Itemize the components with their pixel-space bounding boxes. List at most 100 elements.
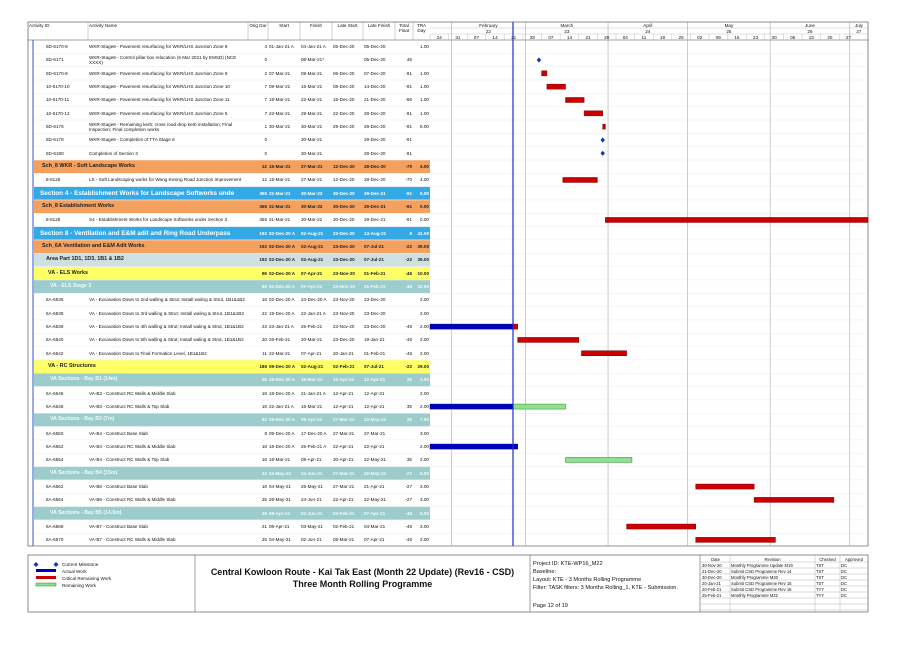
cell-id: 6A-6546 (46, 390, 64, 396)
summary-row-band (34, 200, 430, 213)
revision-header: Date (711, 556, 720, 562)
cell-dur: 192 (259, 244, 267, 250)
project-info: Filter: TASK filters: 3 Months Rolling_1… (533, 585, 678, 591)
summary-row-band (34, 240, 430, 253)
cell-id: 6A-6562 (46, 484, 64, 490)
cell-dur: 11 (262, 350, 267, 356)
project-info: Project ID: KTE-WP16_M22 (533, 561, 603, 567)
column-header: Total Float (398, 23, 410, 33)
project-info: Baseline: (533, 569, 557, 575)
cell-float: -46 (405, 524, 412, 530)
cell-float: -22 (405, 364, 412, 370)
cell-dur: 23 (261, 324, 267, 330)
activity-name: WKR-Stage6 - Remaining kerb; cross road … (89, 121, 233, 132)
cell-finish: 02-Aug-21 (301, 244, 324, 250)
cell-dur: 96 (261, 270, 267, 276)
cell-float: -86 (405, 97, 412, 103)
cell-late-finish: 29-Dec-20 (364, 150, 386, 156)
cell-late-finish: 01-Feb-21 (364, 284, 386, 290)
revision-cell: TYY (816, 592, 825, 598)
column-header: Finish (309, 23, 323, 28)
cell-start: 04-May-21 (269, 470, 292, 476)
cell-tra: 4.00 (420, 377, 429, 383)
activity-name: VA Sections - Bay B3 (7m) (50, 416, 115, 423)
critical-bar (605, 217, 869, 223)
cell-late-start: 22-Dec-20 (333, 110, 355, 116)
cell-start: 23-Jan-21 A (269, 324, 294, 330)
activity-name: VA-B3 - Construct RC Walls & Top Slab (89, 404, 170, 410)
cell-finish: 30-Mar-21 (301, 137, 323, 143)
revision-cell: Monthly Programme Update M19 (731, 562, 793, 568)
month-number: 24 (645, 28, 651, 34)
column-header: Activity Name (89, 23, 118, 28)
cell-late-start: 05-Dec-20 (333, 44, 355, 50)
cell-finish: 17-Dec-20 A (301, 430, 327, 436)
week-label: 07 (548, 34, 554, 40)
cell-finish: 02-Aug-21 (301, 364, 324, 370)
cell-id: 6A-6548 (46, 404, 64, 410)
cell-late-finish: 05-Dec-20 (364, 57, 386, 63)
cell-late-start: 12-Apr-21 (333, 377, 355, 383)
week-label: 14 (566, 34, 573, 40)
cell-finish: 27-Mar-21 (301, 164, 323, 170)
cell-tra: 5.00 (420, 510, 429, 516)
cell-tra: 29.00 (417, 364, 430, 370)
cell-start: 09-Dec-20 A (269, 364, 296, 370)
critical-bar (602, 123, 606, 130)
month-label: May (724, 22, 734, 28)
activity-name: LS - Soft Landscaping works for Wang Kwo… (89, 177, 242, 183)
cell-late-finish: 22-May-21 (364, 497, 386, 503)
revision-cell: 21-Dec-20 (702, 568, 722, 574)
activity-name: VA Sections - Bay B4 (15m) (50, 469, 118, 476)
cell-dur: 8 (264, 430, 267, 436)
cell-float: -46 (405, 284, 412, 290)
report-subtitle: Three Month Rolling Programme (292, 579, 433, 589)
critical-bar (581, 350, 627, 357)
cell-dur: 82 (261, 417, 267, 423)
cell-dur: 365 (259, 204, 267, 210)
cell-finish: 30-Mar-21 (301, 150, 323, 156)
cell-tra: 0.00 (420, 204, 429, 210)
revision-cell: TYY (816, 586, 825, 592)
cell-start: 02-Dec-20 A (269, 270, 296, 276)
revision-cell: 30-Nov-20 (702, 562, 722, 568)
activity-name: VA-B3 - Construct RC Walls & Middle Slab (89, 390, 176, 396)
cell-id: 6A-6552 (46, 444, 64, 450)
cell-dur: 4 (264, 44, 267, 50)
cell-start: 22-Mar-21 (269, 350, 291, 356)
cell-finish: 22-Jan-21 A (301, 310, 326, 316)
cell-finish: 07-Apr-21 (301, 284, 323, 290)
legend-actual-symbol (36, 569, 56, 572)
cell-finish: 07-Apr-21 (301, 350, 322, 356)
cell-start: 18-Dec-20 A (269, 444, 295, 450)
cell-dur: 365 (259, 217, 267, 223)
activity-name: VA - Excavation Down to 2nd walling & St… (89, 297, 245, 303)
cell-float: -46 (405, 350, 412, 356)
week-label: 13 (808, 34, 814, 40)
revision-cell: 30-Dec-20 (702, 574, 722, 580)
cell-tra: 3.00 (420, 430, 429, 436)
cell-dur: 22 (261, 310, 267, 316)
column-header: Start (279, 23, 289, 28)
activity-name: VA-B4 - Construct RC Walls & Top Slab (89, 457, 170, 463)
cell-id: 6A-6538 (46, 310, 64, 316)
cell-finish: 22-Mar-21 (301, 97, 323, 103)
summary-row-band (34, 466, 430, 480)
cell-late-start: 27-Mar-21 (333, 417, 355, 423)
cell-finish: 25-Feb-21 A (301, 444, 327, 450)
activity-name: WKR-Stage6 - Pavement resurfacing for WK… (89, 110, 228, 116)
cell-id: 5D-6176 (46, 124, 64, 130)
activity-name: VA - Excavation Down to 3rd walling & St… (89, 310, 244, 316)
cell-id: 5D-6170-9 (46, 70, 68, 76)
cell-late-start: 27-Mar-21 (333, 484, 355, 490)
cell-dur: 7 (264, 97, 267, 103)
footer-frame (27, 554, 869, 613)
cell-float: -70 (405, 164, 412, 170)
cell-start: 30-Mar-21 (269, 124, 291, 130)
cell-late-start: 23-Dec-20 (333, 257, 355, 263)
cell-start: 04-May-21 (269, 537, 291, 543)
month-label: June (804, 22, 815, 28)
cell-late-finish: 07-Apr-21 (364, 537, 385, 543)
activity-name: VA-B6 - Construct RC Walls & Middle Slab (89, 497, 176, 503)
